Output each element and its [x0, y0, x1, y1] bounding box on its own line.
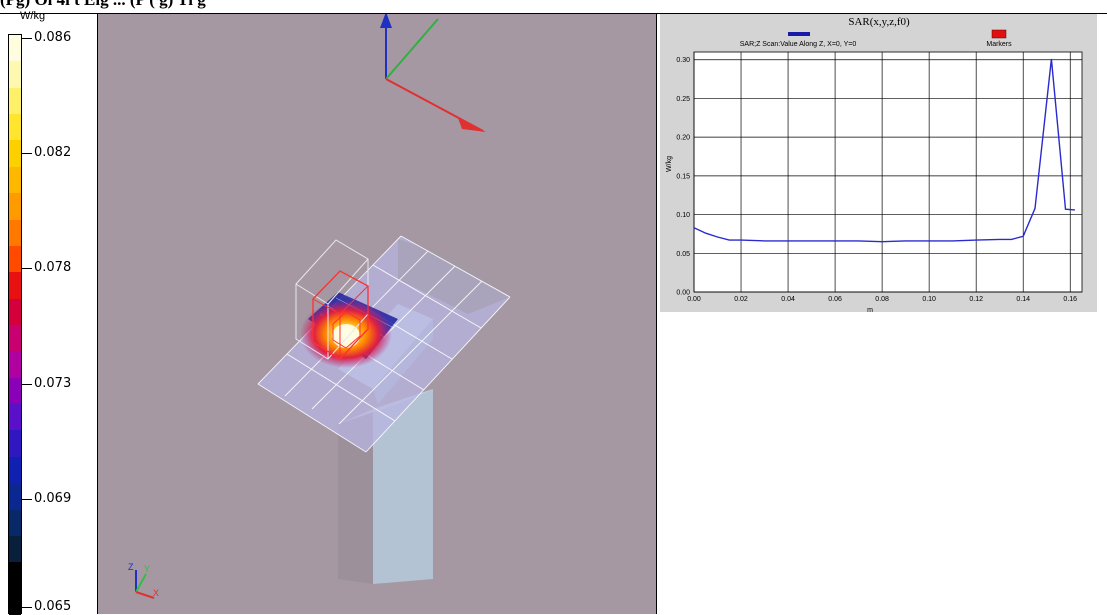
- y-tick-label: 0.30: [676, 57, 690, 64]
- colorbar-tick-label: 0.086: [34, 30, 72, 45]
- x-tick-label: 0.06: [828, 296, 842, 303]
- x-tick-label: 0.14: [1016, 296, 1030, 303]
- x-tick-label: 0.02: [734, 296, 748, 303]
- y-tick-label: 0.05: [676, 251, 690, 258]
- page-header: (Pg) Oi 4i t Eig ... (P ( g) Ti g: [0, 0, 1107, 14]
- y-axis-label: W/kg: [666, 156, 673, 172]
- x-tick-label: 0.12: [969, 296, 983, 303]
- mini-axis-y-label: Y: [144, 564, 150, 574]
- sar-line-chart-panel: SAR(x,y,z,f0) SAR;Z Scan:Value Along Z, …: [660, 14, 1097, 312]
- colorbar-band: [9, 114, 21, 141]
- colorbar-band: [9, 588, 21, 615]
- colorbar-tick: [22, 153, 32, 154]
- colorbar-tick-label: 0.078: [34, 260, 72, 275]
- colorbar-band: [9, 193, 21, 221]
- y-tick-label: 0.15: [676, 173, 690, 180]
- header-rule: [0, 13, 1107, 14]
- y-tick-label: 0.10: [676, 212, 690, 219]
- y-tick-label: 0.20: [676, 135, 690, 142]
- colorbar-band: [9, 483, 21, 511]
- colorbar-band: [9, 456, 21, 484]
- x-tick-label: 0.08: [875, 296, 889, 303]
- colorbar-band: [9, 35, 21, 62]
- colorbar-band: [9, 166, 21, 194]
- scan-volume: [295, 239, 369, 360]
- colorbar-band: [9, 535, 21, 563]
- legend-label-markers: Markers: [986, 41, 1012, 48]
- colorbar-tick: [22, 499, 32, 500]
- colorbar-band: [9, 298, 21, 326]
- x-tick-label: 0.04: [781, 296, 795, 303]
- x-axis-label: m: [867, 307, 873, 312]
- colorbar-tick-label: 0.073: [34, 376, 72, 391]
- colorbar-band: [9, 325, 21, 352]
- legend-label-series: SAR;Z Scan:Value Along Z, X=0, Y=0: [740, 41, 857, 48]
- colorbar-band: [9, 377, 21, 405]
- y-tick-label: 0.25: [676, 96, 690, 103]
- legend-swatch-series: [788, 32, 810, 36]
- legend-swatch-markers: [991, 29, 1007, 39]
- colorbar-tick: [22, 38, 32, 39]
- sar-line-chart: SAR(x,y,z,f0) SAR;Z Scan:Value Along Z, …: [666, 16, 1083, 312]
- colorbar-band: [9, 87, 21, 115]
- colorbar-tick-label: 0.082: [34, 145, 72, 160]
- colorbar-tick: [22, 384, 32, 385]
- mini-axis-z-label: Z: [128, 562, 134, 572]
- axis-triad-icon: [380, 14, 486, 132]
- colorbar-band: [9, 509, 21, 537]
- y-tick-label: 0.00: [676, 290, 690, 297]
- x-tick-label: 0.16: [1063, 296, 1077, 303]
- colorbar-band: [9, 140, 21, 168]
- colorbar-band: [9, 404, 21, 431]
- colorbar-band: [9, 245, 21, 273]
- colorbar-unit: W/kg: [20, 10, 46, 22]
- 3d-scene[interactable]: Z Y X: [98, 14, 657, 614]
- colorbar-band: [9, 219, 21, 247]
- colorbar-band: [9, 430, 21, 458]
- colorbar-band: [9, 272, 21, 300]
- header-text: (Pg) Oi 4i t Eig ... (P ( g) Ti g: [0, 0, 206, 10]
- series-line: [693, 58, 1075, 243]
- chart-title: SAR(x,y,z,f0): [848, 16, 910, 28]
- mini-axis-x-label: X: [153, 588, 159, 598]
- colorbar: [8, 34, 22, 615]
- colorbar-tick: [22, 268, 32, 269]
- colorbar-tick: [22, 607, 32, 608]
- plot-area: [693, 51, 1083, 293]
- x-tick-label: 0.10: [922, 296, 936, 303]
- colorbar-tick-label: 0.065: [34, 599, 72, 614]
- colorbar-band: [9, 562, 21, 590]
- colorbar-band: [9, 351, 21, 379]
- colorbar-tick-label: 0.069: [34, 491, 72, 506]
- 3d-viewport[interactable]: Z Y X: [97, 14, 657, 614]
- mini-axis-triad-icon: Z Y X: [128, 562, 159, 599]
- x-tick-label: 0.00: [687, 296, 701, 303]
- colorbar-band: [9, 61, 21, 89]
